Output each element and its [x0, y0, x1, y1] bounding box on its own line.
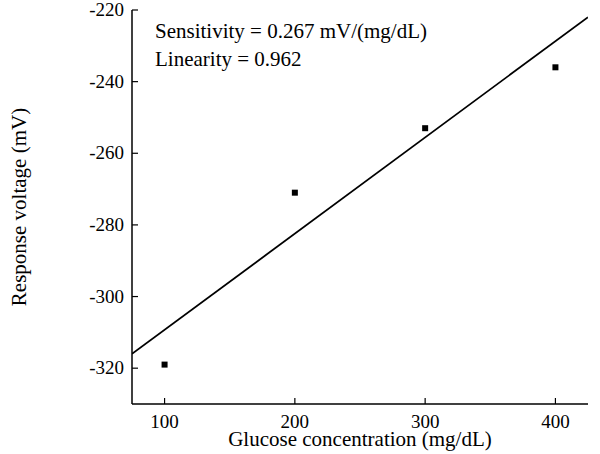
y-tick-label: -220 [89, 0, 124, 20]
y-tick-label: -320 [89, 357, 124, 378]
y-tick-label: -280 [89, 214, 124, 235]
plot-area [132, 17, 588, 367]
y-axis-label: Response voltage (mV) [7, 108, 31, 306]
y-tick [132, 296, 138, 297]
y-tick [132, 153, 138, 154]
x-axis [132, 403, 588, 405]
data-point [292, 190, 298, 196]
y-tick [132, 9, 138, 10]
y-tick [132, 81, 138, 82]
y-tick-label: -240 [89, 71, 124, 92]
y-tick-label: -260 [89, 142, 124, 163]
data-point [162, 362, 168, 368]
annotation: Sensitivity = 0.267 mV/(mg/dL) [155, 19, 427, 43]
y-tick [132, 368, 138, 369]
y-axis [131, 10, 133, 404]
x-tick [164, 398, 165, 404]
x-tick [425, 398, 426, 404]
y-tick [132, 224, 138, 225]
data-point [422, 125, 428, 131]
fit-line [132, 17, 588, 354]
x-tick-label: 400 [541, 411, 570, 432]
y-tick-label: -300 [89, 286, 124, 307]
x-tick [555, 398, 556, 404]
x-tick-label: 100 [150, 411, 179, 432]
data-point [552, 64, 558, 70]
x-tick [294, 398, 295, 404]
chart: 100200300400-320-300-280-260-240-220Gluc… [0, 0, 600, 454]
annotation: Linearity = 0.962 [155, 47, 302, 71]
x-axis-label: Glucose concentration (mg/dL) [228, 427, 492, 451]
